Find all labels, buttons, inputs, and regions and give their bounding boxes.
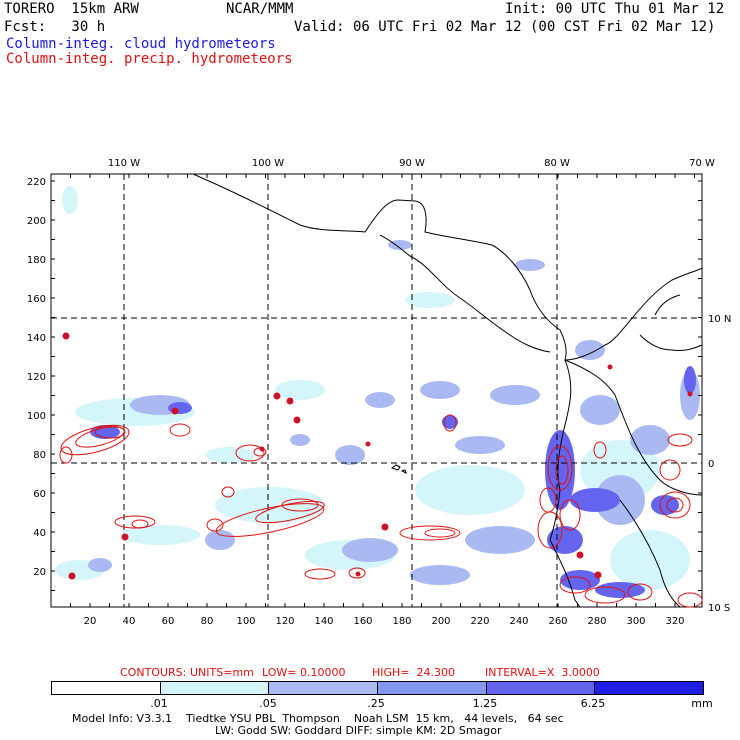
field-title-cloud: Column-integ. cloud hydrometeors xyxy=(6,36,276,52)
x-grid-label: 160 xyxy=(353,616,372,627)
x-grid-label: 60 xyxy=(162,616,175,627)
x-grid-label: 80 xyxy=(201,616,214,627)
left-grid-labels: 220 200 180 160 140 120 100 80 60 40 20 xyxy=(27,177,46,578)
border-peru xyxy=(619,499,681,608)
lat-label: 10 N xyxy=(708,314,731,325)
x-grid-label: 100 xyxy=(236,616,255,627)
y-grid-label: 60 xyxy=(33,489,46,500)
y-grid-label: 200 xyxy=(27,216,46,227)
lat-label: 10 S xyxy=(708,603,730,614)
y-grid-label: 220 xyxy=(27,177,46,188)
x-grid-label: 120 xyxy=(275,616,294,627)
legend-label: .05 xyxy=(259,697,277,710)
contour-units: UNITS=mm xyxy=(190,666,254,679)
x-grid-label: 40 xyxy=(123,616,136,627)
model-run-title: TORERO 15km ARW xyxy=(4,1,139,17)
coastline-caribbean xyxy=(654,294,681,316)
model-info-line1: Model Info: V3.3.1 Tiedtke YSU PBL Thomp… xyxy=(72,712,564,725)
x-grid-label: 200 xyxy=(431,616,450,627)
legend-label: .01 xyxy=(150,697,168,710)
legend-swatch xyxy=(378,682,487,694)
x-grid-label: 140 xyxy=(314,616,333,627)
legend-label: 6.25 xyxy=(580,697,606,710)
x-grid-label: 300 xyxy=(626,616,645,627)
y-grid-label: 120 xyxy=(27,372,46,383)
lon-label: 70 W xyxy=(689,158,715,169)
contour-low: LOW= 0.10000 xyxy=(262,666,346,679)
x-grid-label: 220 xyxy=(470,616,489,627)
border-colombia-ecuador xyxy=(564,359,703,496)
y-grid-label: 140 xyxy=(27,333,46,344)
x-grid-label: 280 xyxy=(587,616,606,627)
legend-label: 1.25 xyxy=(472,697,498,710)
y-grid-label: 20 xyxy=(33,567,46,578)
center-name: NCAR/MMM xyxy=(226,1,294,17)
y-grid-label: 180 xyxy=(27,255,46,266)
lon-labels: 110 W 100 W 90 W 80 W 70 W xyxy=(108,158,715,169)
x-grid-label: 180 xyxy=(392,616,411,627)
x-grid-label: 20 xyxy=(84,616,97,627)
valid-time: Valid: 06 UTC Fri 02 Mar 12 (00 CST Fri … xyxy=(294,19,716,35)
y-grid-label: 40 xyxy=(33,528,46,539)
legend-swatch xyxy=(160,682,270,694)
axis-ticks xyxy=(50,174,702,607)
lat-lon-grid xyxy=(51,174,702,607)
coastline-central-america xyxy=(192,173,703,361)
x-grid-label: 240 xyxy=(509,616,528,627)
lat-label: 0 xyxy=(708,459,714,470)
x-grid-label: 260 xyxy=(548,616,567,627)
precip-cores xyxy=(62,332,693,580)
y-grid-label: 100 xyxy=(27,411,46,422)
model-info-line2: LW: Godd SW: Goddard DIFF: simple KM: 2D… xyxy=(215,724,502,737)
x-grid-label: 320 xyxy=(665,616,684,627)
legend-swatch xyxy=(595,682,704,694)
galapagos-islands xyxy=(390,464,401,471)
coastline-pacific-side xyxy=(379,234,551,353)
color-legend xyxy=(51,681,704,695)
border-venezuela xyxy=(639,334,703,351)
lon-label: 80 W xyxy=(544,158,570,169)
contour-high: HIGH= 24.300 xyxy=(372,666,456,679)
legend-swatch xyxy=(486,682,596,694)
lon-label: 100 W xyxy=(252,158,284,169)
legend-label: .25 xyxy=(367,697,385,710)
bottom-grid-labels: 20 40 60 80 100 120 140 160 180 200 220 … xyxy=(84,616,685,627)
init-time: Init: 00 UTC Thu 01 Mar 12 xyxy=(505,1,725,17)
forecast-hour: Fcst: 30 h xyxy=(4,19,106,35)
legend-swatch xyxy=(52,682,161,694)
y-grid-label: 160 xyxy=(27,294,46,305)
lon-label: 110 W xyxy=(108,158,140,169)
coastlines xyxy=(192,173,703,608)
contour-interval: INTERVAL=X 3.0000 xyxy=(485,666,600,679)
field-title-precip: Column-integ. precip. hydrometeors xyxy=(6,51,293,67)
lat-labels: 10 N 0 10 S xyxy=(708,314,731,614)
contour-label: CONTOURS: xyxy=(120,666,187,679)
legend-units: mm xyxy=(691,697,713,710)
y-grid-label: 80 xyxy=(33,450,46,461)
legend-swatch xyxy=(269,682,379,694)
lon-label: 90 W xyxy=(399,158,425,169)
precip-contours xyxy=(59,414,703,608)
